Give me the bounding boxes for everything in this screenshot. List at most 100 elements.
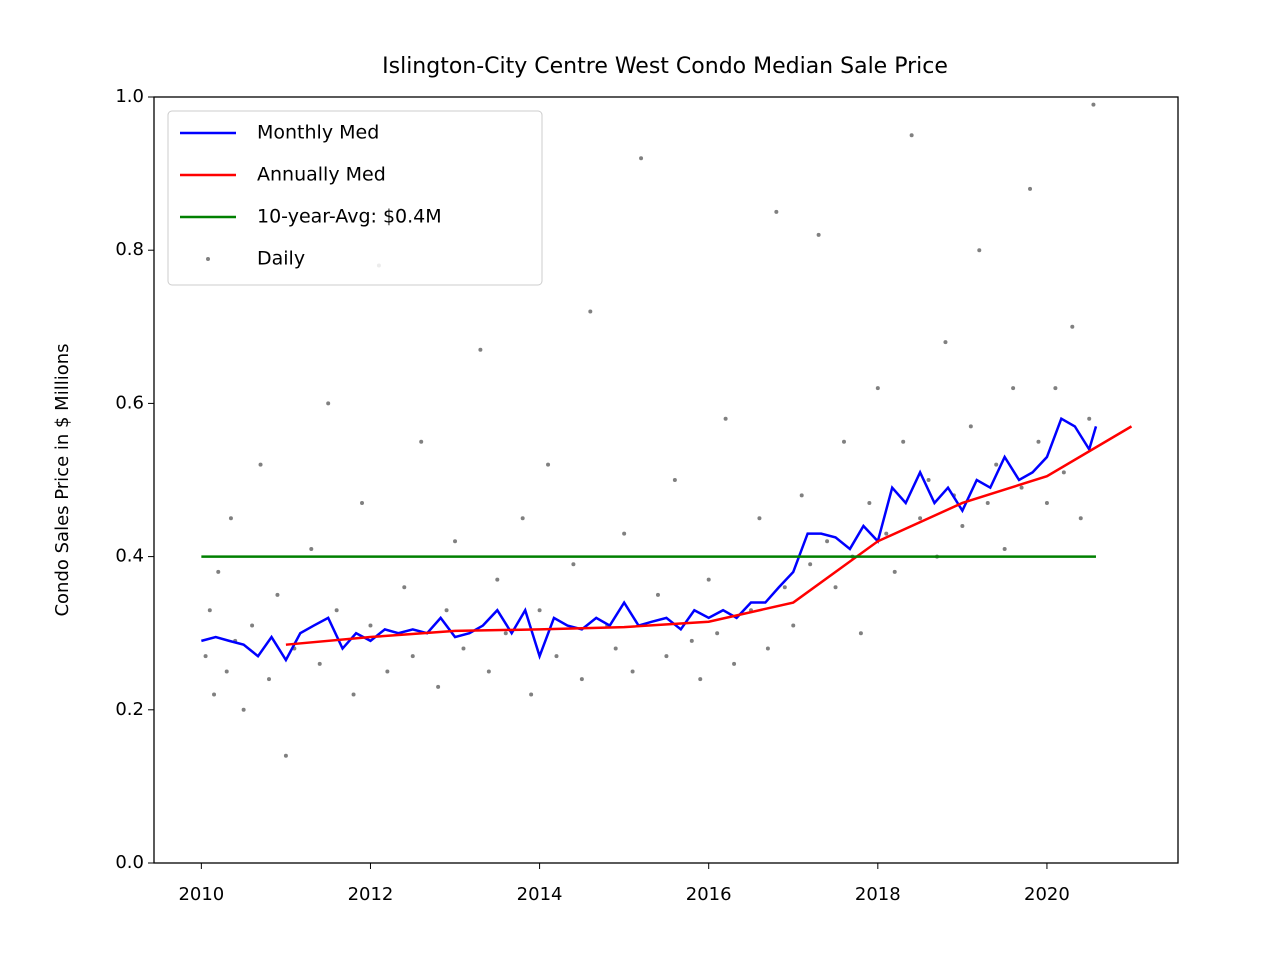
daily-point	[436, 684, 441, 689]
daily-point	[706, 577, 711, 582]
daily-point	[791, 623, 796, 628]
daily-point	[486, 669, 491, 674]
y-tick-label: 1.0	[115, 86, 144, 107]
x-tick-label: 2020	[1024, 884, 1070, 905]
daily-point	[774, 209, 779, 214]
daily-point	[723, 416, 728, 421]
daily-point	[266, 677, 271, 682]
y-tick-label: 0.0	[115, 852, 144, 873]
x-tick-label: 2018	[855, 884, 901, 905]
daily-point	[816, 232, 821, 237]
x-tick-label: 2010	[178, 884, 224, 905]
daily-point	[275, 592, 280, 597]
daily-point	[909, 133, 914, 138]
daily-point	[1061, 470, 1066, 475]
daily-point	[655, 592, 660, 597]
daily-point	[715, 631, 720, 636]
daily-point	[453, 539, 458, 544]
daily-point	[212, 692, 217, 697]
daily-point	[258, 462, 263, 467]
daily-point	[368, 623, 373, 628]
daily-point	[410, 654, 415, 659]
daily-point	[546, 462, 551, 467]
daily-point	[571, 562, 576, 567]
daily-point	[943, 340, 948, 345]
series-line	[285, 425, 1133, 646]
y-tick-label: 0.8	[115, 239, 144, 260]
daily-point	[732, 661, 737, 666]
daily-point	[613, 646, 618, 651]
daily-point	[892, 569, 897, 574]
daily-point	[799, 493, 804, 498]
daily-point	[664, 654, 669, 659]
series-line	[201, 416, 1098, 663]
daily-point	[985, 500, 990, 505]
daily-point	[765, 646, 770, 651]
daily-point	[867, 500, 872, 505]
daily-point	[461, 646, 466, 651]
daily-point	[478, 347, 483, 352]
daily-point	[833, 585, 838, 590]
daily-point	[360, 500, 365, 505]
daily-point	[1002, 546, 1007, 551]
daily-point	[334, 608, 339, 613]
daily-point	[495, 577, 500, 582]
daily-point	[698, 677, 703, 682]
chart-title: Islington-City Centre West Condo Median …	[382, 54, 948, 79]
daily-point	[1091, 102, 1096, 107]
daily-point	[630, 669, 635, 674]
daily-point	[588, 309, 593, 314]
daily-point	[1078, 516, 1083, 521]
daily-point	[351, 692, 356, 697]
y-tick-label: 0.4	[115, 546, 144, 567]
daily-point	[994, 462, 999, 467]
daily-point	[858, 631, 863, 636]
daily-point	[884, 531, 889, 536]
daily-point	[503, 631, 508, 636]
daily-point	[224, 669, 229, 674]
daily-point	[203, 654, 208, 659]
daily-point	[960, 523, 965, 528]
legend-label: Monthly Med	[257, 122, 379, 144]
daily-point	[241, 707, 246, 712]
daily-point	[689, 638, 694, 643]
daily-point	[757, 516, 762, 521]
daily-point	[968, 424, 973, 429]
y-tick-label: 0.2	[115, 699, 144, 720]
daily-point	[1044, 500, 1049, 505]
daily-point	[622, 531, 627, 536]
daily-point	[419, 439, 424, 444]
x-tick-label: 2016	[686, 884, 732, 905]
daily-point	[326, 401, 331, 406]
x-tick-label: 2012	[348, 884, 394, 905]
daily-point	[385, 669, 390, 674]
daily-point	[1053, 386, 1058, 391]
daily-point	[875, 386, 880, 391]
daily-point	[250, 623, 255, 628]
daily-point	[402, 585, 407, 590]
daily-point	[1087, 416, 1092, 421]
plot-frame	[153, 96, 1179, 864]
daily-point	[283, 753, 288, 758]
daily-point	[1028, 186, 1033, 191]
y-tick-label: 0.6	[115, 392, 144, 413]
daily-point	[1070, 324, 1075, 329]
daily-point	[317, 661, 322, 666]
daily-point	[444, 608, 449, 613]
daily-point	[841, 439, 846, 444]
legend-label: 10-year-Avg: $0.4M	[257, 206, 442, 228]
daily-point	[1019, 485, 1024, 490]
daily-point	[639, 156, 644, 161]
y-axis-label: Condo Sales Price in $ Millions	[52, 343, 73, 616]
daily-point	[825, 539, 830, 544]
daily-point	[529, 692, 534, 697]
daily-point	[901, 439, 906, 444]
legend-label: Daily	[257, 248, 305, 270]
daily-point	[782, 585, 787, 590]
daily-point	[207, 608, 212, 613]
daily-point	[216, 569, 221, 574]
legend-box	[167, 110, 543, 286]
daily-point	[554, 654, 559, 659]
daily-point	[926, 478, 931, 482]
